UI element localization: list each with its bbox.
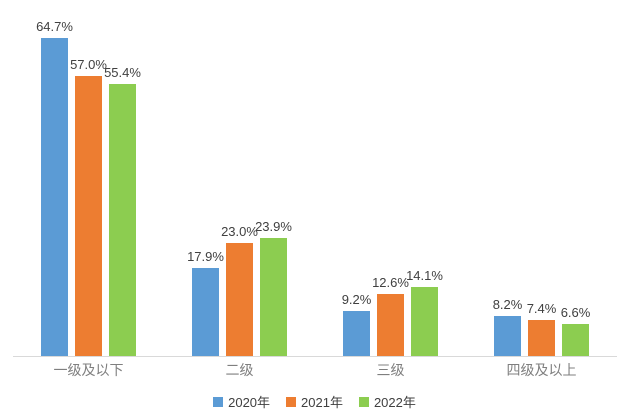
bar xyxy=(75,76,102,356)
legend-item: 2021年 xyxy=(286,392,343,411)
bar-group: 8.2% 7.4% 6.6% xyxy=(466,0,617,356)
bar-item: 17.9% xyxy=(187,249,224,356)
bar xyxy=(260,238,287,356)
bar-value-label: 23.0% xyxy=(221,224,258,239)
bar-value-label: 8.2% xyxy=(492,297,523,312)
legend-swatch-icon xyxy=(286,396,297,407)
legend-label: 2022年 xyxy=(373,395,416,410)
bar-value-label: 23.9% xyxy=(255,219,292,234)
legend-label: 2021年 xyxy=(301,395,343,410)
bar xyxy=(41,38,68,356)
bar-item: 23.9% xyxy=(255,219,292,356)
bar xyxy=(528,320,555,356)
bar-value-label: 7.4% xyxy=(526,301,557,316)
bar xyxy=(494,316,521,356)
bar-value-label: 12.6% xyxy=(372,275,409,290)
category-label: 四级及以上 xyxy=(506,362,577,378)
bar xyxy=(192,268,219,356)
x-axis-labels: 一级及以下 二级 三级 四级及以上 xyxy=(13,362,617,379)
bar-item: 8.2% xyxy=(492,297,523,356)
bar-item: 64.7% xyxy=(36,19,73,356)
x-axis-line xyxy=(13,356,617,357)
legend: 2020年 2021年 2022年 xyxy=(0,392,629,411)
bar-value-label: 9.2% xyxy=(341,292,372,307)
bar-item: 12.6% xyxy=(372,275,409,356)
bar-item: 7.4% xyxy=(526,301,557,356)
bar xyxy=(377,294,404,356)
bar-item: 9.2% xyxy=(341,292,372,356)
legend-swatch-icon xyxy=(358,396,369,407)
bar-item: 14.1% xyxy=(406,268,443,356)
bar-item: 55.4% xyxy=(104,65,141,356)
legend-item: 2022年 xyxy=(358,392,416,411)
bar xyxy=(562,324,589,356)
bar-value-label: 17.9% xyxy=(187,249,224,264)
plot-area: 64.7% 57.0% 55.4% 17.9% 23.0% 23.9% 9.2% 12.6% 1… xyxy=(13,0,617,356)
category-label: 一级及以下 xyxy=(53,362,124,378)
legend-swatch-icon xyxy=(213,396,224,407)
bar-value-label: 64.7% xyxy=(36,19,73,34)
legend-label: 2020年 xyxy=(228,395,271,410)
bar xyxy=(226,243,253,356)
bar-item: 23.0% xyxy=(221,224,258,356)
bar-item: 57.0% xyxy=(70,57,107,356)
bar-value-label: 6.6% xyxy=(560,305,591,320)
legend-item: 2020年 xyxy=(213,392,270,411)
bar-value-label: 57.0% xyxy=(70,57,107,72)
category-label: 三级 xyxy=(376,362,405,378)
bar-group: 9.2% 12.6% 14.1% xyxy=(315,0,466,356)
category-label: 二级 xyxy=(225,362,254,378)
bar-value-label: 14.1% xyxy=(406,268,443,283)
bar xyxy=(343,311,370,356)
bar-group: 17.9% 23.0% 23.9% xyxy=(164,0,315,356)
bar-value-label: 55.4% xyxy=(104,65,141,80)
bar xyxy=(109,84,136,356)
bar xyxy=(411,287,438,356)
bar-group: 64.7% 57.0% 55.4% xyxy=(13,0,164,356)
bar-item: 6.6% xyxy=(560,305,591,356)
